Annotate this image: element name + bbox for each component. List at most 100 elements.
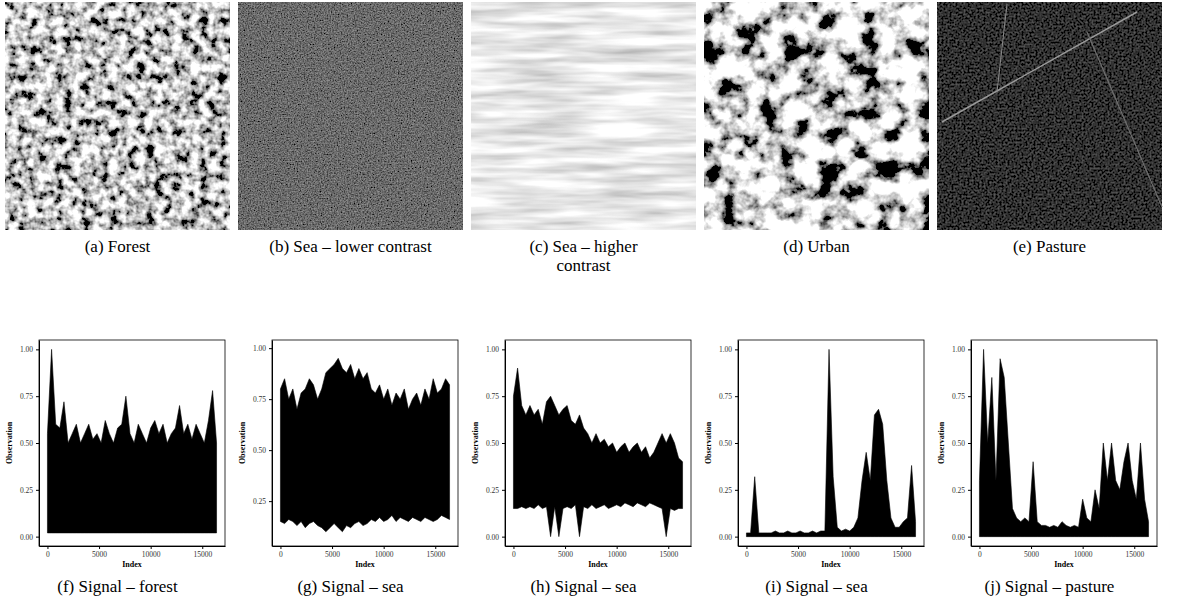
x-axis: 050001000015000: [40, 546, 226, 559]
tick-label: 15000: [1125, 550, 1144, 559]
signal-panel: 0500010000150000.000.250.500.751.00Index…: [704, 340, 925, 596]
tick-label: 10000: [142, 550, 161, 559]
tick-mark: [435, 546, 436, 549]
x-axis-title: Index: [821, 560, 841, 569]
tick-mark: [513, 546, 514, 549]
tick-label: 10000: [375, 550, 394, 559]
plot-frame: [505, 340, 691, 546]
tick: 0.25: [20, 486, 39, 495]
plot-frame: [971, 340, 1157, 546]
tick-mark: [36, 349, 39, 350]
plot-area: [47, 349, 216, 533]
tick-mark: [502, 537, 505, 538]
chart-caption: (i) Signal – sea: [765, 577, 868, 596]
tick-mark: [502, 396, 505, 397]
tick-label: 0.25: [253, 497, 266, 506]
tick-mark: [151, 546, 152, 549]
image-feature: [1087, 32, 1162, 207]
tick-label: 5000: [791, 550, 806, 559]
y-axis: 0.000.250.500.751.00: [486, 341, 506, 547]
axis-line: [39, 341, 40, 547]
tick-mark: [332, 546, 333, 549]
tick-label: 0: [978, 550, 982, 559]
axis-line: [40, 546, 226, 547]
figure: (a) Forest(b) Sea – lower contrast(c) Se…: [0, 0, 1181, 606]
tick-mark: [36, 490, 39, 491]
y-axis-title: Observation: [704, 421, 713, 464]
caption-line: (a) Forest: [85, 237, 151, 256]
image-panel: [704, 2, 929, 230]
tick-label: 10000: [608, 550, 627, 559]
tick-mark: [384, 546, 385, 549]
y-axis: 0.000.250.500.751.00: [952, 341, 972, 547]
tick-label: 0.75: [952, 392, 965, 401]
tick-mark: [746, 546, 747, 549]
tick-mark: [269, 399, 272, 400]
tick: 1.00: [253, 344, 272, 353]
plot-area: [979, 349, 1148, 536]
tick-label: 0: [745, 550, 749, 559]
tick: 0.00: [719, 533, 738, 542]
tick: 15000: [659, 546, 678, 559]
plot-area: [746, 349, 915, 536]
axis-line: [739, 546, 925, 547]
tick-label: 0.75: [719, 392, 732, 401]
y-axis: 0.250.500.751.00: [253, 341, 273, 547]
x-axis-title: Index: [355, 560, 375, 569]
tick-mark: [735, 490, 738, 491]
x-axis-title: Index: [1054, 560, 1074, 569]
tick-label: 15000: [892, 550, 911, 559]
tick-label: 5000: [1024, 550, 1039, 559]
tick: 0.50: [719, 439, 738, 448]
tick: 1.00: [20, 345, 39, 354]
tick: 5000: [325, 546, 340, 559]
image-texture: [471, 2, 696, 230]
image-feature: [942, 12, 1137, 122]
x-axis-title: Index: [122, 560, 142, 569]
tick: 10000: [841, 546, 860, 559]
tick-mark: [502, 443, 505, 444]
tick-label: 1.00: [719, 345, 732, 354]
tick-mark: [668, 546, 669, 549]
tick-label: 0.00: [486, 533, 499, 542]
x-axis: 0 5000 10000 15000: [739, 546, 925, 559]
image-feature: [997, 4, 1007, 92]
image-caption: (a) Forest: [85, 237, 151, 256]
tick-label: 0.25: [486, 486, 499, 495]
tick: 0.00: [952, 533, 971, 542]
tick-label: 1.00: [20, 345, 33, 354]
tick: 0.75: [486, 392, 505, 401]
caption-line: (d) Urban: [783, 237, 850, 256]
signal-area: [513, 368, 682, 537]
plot-frame: [39, 340, 225, 546]
signal-panel: 0500010000150000.000.250.500.751.00Index…: [471, 340, 692, 596]
image-texture: [5, 2, 230, 230]
tick: 0: [512, 546, 516, 559]
x-axis: 050001000015000: [273, 546, 459, 559]
tick-mark: [735, 537, 738, 538]
chart-caption: (f) Signal – forest: [57, 577, 178, 596]
plot-frame: [738, 340, 924, 546]
image-panel: [471, 2, 696, 230]
y-axis: 0.000.250.500.751.00: [719, 341, 739, 547]
image-caption: (b) Sea – lower contrast: [269, 237, 432, 256]
image-panel: [238, 2, 463, 230]
tick: 0.25: [486, 486, 505, 495]
signal-area: [47, 349, 216, 533]
tick-mark: [968, 537, 971, 538]
y-axis-title: Observation: [471, 421, 480, 464]
chart-caption: (h) Signal – sea: [530, 577, 637, 596]
tick-label: 15000: [193, 550, 212, 559]
image-texture: [937, 2, 1162, 230]
tick-label: 0.50: [719, 439, 732, 448]
y-axis-title: Observation: [937, 421, 946, 464]
tick-mark: [1134, 546, 1135, 549]
tick-label: 0: [512, 550, 516, 559]
tick-mark: [735, 443, 738, 444]
tick-label: 0.75: [20, 392, 33, 401]
tick-label: 0.50: [20, 439, 33, 448]
caption-line: (e) Pasture: [1013, 237, 1086, 256]
tick: 5000: [791, 546, 806, 559]
tick-mark: [968, 349, 971, 350]
tick-mark: [36, 537, 39, 538]
